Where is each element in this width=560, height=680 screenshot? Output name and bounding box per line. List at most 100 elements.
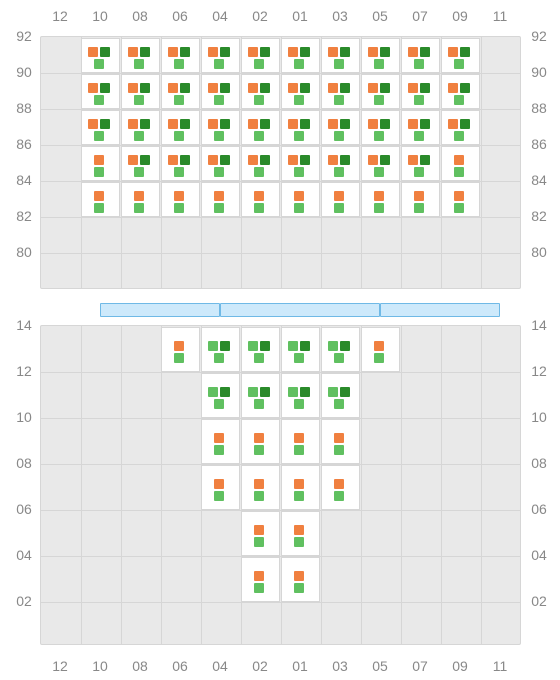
slot-cell[interactable] xyxy=(201,38,240,73)
slot-cell[interactable] xyxy=(281,74,320,109)
gridline xyxy=(41,217,520,218)
status-dot xyxy=(374,59,384,69)
status-dot xyxy=(174,191,184,201)
slot-cell[interactable] xyxy=(81,182,120,217)
slot-cell[interactable] xyxy=(441,182,480,217)
slot-cell[interactable] xyxy=(241,327,280,372)
slot-cell[interactable] xyxy=(281,465,320,510)
slot-cell[interactable] xyxy=(281,373,320,418)
slot-cell[interactable] xyxy=(241,511,280,556)
slot-cell[interactable] xyxy=(281,38,320,73)
col-label-bottom: 11 xyxy=(480,658,520,674)
status-dot xyxy=(374,353,384,363)
status-dot xyxy=(168,47,178,57)
slot-cell[interactable] xyxy=(401,110,440,145)
slot-cell[interactable] xyxy=(81,146,120,181)
slot-cell[interactable] xyxy=(361,38,400,73)
slot-cell[interactable] xyxy=(441,146,480,181)
col-label-bottom: 09 xyxy=(440,658,480,674)
slot-cell[interactable] xyxy=(201,419,240,464)
slot-cell[interactable] xyxy=(281,511,320,556)
slot-cell[interactable] xyxy=(241,419,280,464)
slot-cell[interactable] xyxy=(321,373,360,418)
slot-cell[interactable] xyxy=(161,74,200,109)
slot-cell[interactable] xyxy=(121,110,160,145)
slot-cell[interactable] xyxy=(281,327,320,372)
slot-cell[interactable] xyxy=(201,110,240,145)
slot-cell[interactable] xyxy=(121,38,160,73)
slot-cell[interactable] xyxy=(321,419,360,464)
slot-cell[interactable] xyxy=(201,327,240,372)
slot-cell[interactable] xyxy=(321,74,360,109)
slot-cell[interactable] xyxy=(361,327,400,372)
slot-cell[interactable] xyxy=(361,74,400,109)
slot-cell[interactable] xyxy=(121,146,160,181)
slot-cell[interactable] xyxy=(401,38,440,73)
slot-cell[interactable] xyxy=(281,557,320,602)
slot-cell[interactable] xyxy=(161,146,200,181)
slot-cell[interactable] xyxy=(161,38,200,73)
slot-cell[interactable] xyxy=(441,110,480,145)
status-dot xyxy=(420,155,430,165)
status-dot xyxy=(294,95,304,105)
slot-cell[interactable] xyxy=(241,110,280,145)
status-dot xyxy=(408,47,418,57)
gridline xyxy=(481,326,482,644)
status-dot xyxy=(174,95,184,105)
slot-cell[interactable] xyxy=(121,182,160,217)
slot-cell[interactable] xyxy=(321,38,360,73)
status-dot xyxy=(134,167,144,177)
slot-cell[interactable] xyxy=(321,465,360,510)
slot-cell[interactable] xyxy=(241,465,280,510)
status-dot xyxy=(214,445,224,455)
slot-cell[interactable] xyxy=(321,146,360,181)
slot-cell[interactable] xyxy=(361,146,400,181)
slot-cell[interactable] xyxy=(241,74,280,109)
slot-cell[interactable] xyxy=(361,110,400,145)
slot-cell[interactable] xyxy=(241,38,280,73)
slot-cell[interactable] xyxy=(441,74,480,109)
slot-cell[interactable] xyxy=(81,74,120,109)
status-dot xyxy=(294,571,304,581)
slot-cell[interactable] xyxy=(281,419,320,464)
slot-cell[interactable] xyxy=(281,182,320,217)
slot-cell[interactable] xyxy=(401,74,440,109)
status-dot xyxy=(448,83,458,93)
slot-cell[interactable] xyxy=(81,110,120,145)
slot-cell[interactable] xyxy=(161,110,200,145)
status-dot xyxy=(288,83,298,93)
slot-cell[interactable] xyxy=(241,182,280,217)
slot-cell[interactable] xyxy=(201,146,240,181)
slot-cell[interactable] xyxy=(161,327,200,372)
status-dot xyxy=(334,479,344,489)
status-dot xyxy=(254,167,264,177)
slot-cell[interactable] xyxy=(281,146,320,181)
slot-cell[interactable] xyxy=(281,110,320,145)
status-dot xyxy=(448,119,458,129)
slot-cell[interactable] xyxy=(241,557,280,602)
slot-cell[interactable] xyxy=(241,146,280,181)
slot-cell[interactable] xyxy=(361,182,400,217)
slot-cell[interactable] xyxy=(241,373,280,418)
status-dot xyxy=(254,131,264,141)
status-dot xyxy=(328,119,338,129)
status-dot xyxy=(248,155,258,165)
status-dot xyxy=(300,47,310,57)
slot-cell[interactable] xyxy=(201,465,240,510)
slot-cell[interactable] xyxy=(321,182,360,217)
slot-cell[interactable] xyxy=(161,182,200,217)
slot-cell[interactable] xyxy=(441,38,480,73)
slot-cell[interactable] xyxy=(401,146,440,181)
slot-cell[interactable] xyxy=(321,110,360,145)
status-dot xyxy=(214,95,224,105)
status-dot xyxy=(94,131,104,141)
slot-cell[interactable] xyxy=(201,74,240,109)
slot-cell[interactable] xyxy=(201,182,240,217)
slot-cell[interactable] xyxy=(321,327,360,372)
status-dot xyxy=(180,155,190,165)
slot-cell[interactable] xyxy=(401,182,440,217)
slot-cell[interactable] xyxy=(201,373,240,418)
slot-cell[interactable] xyxy=(121,74,160,109)
gridline xyxy=(121,326,122,644)
slot-cell[interactable] xyxy=(81,38,120,73)
